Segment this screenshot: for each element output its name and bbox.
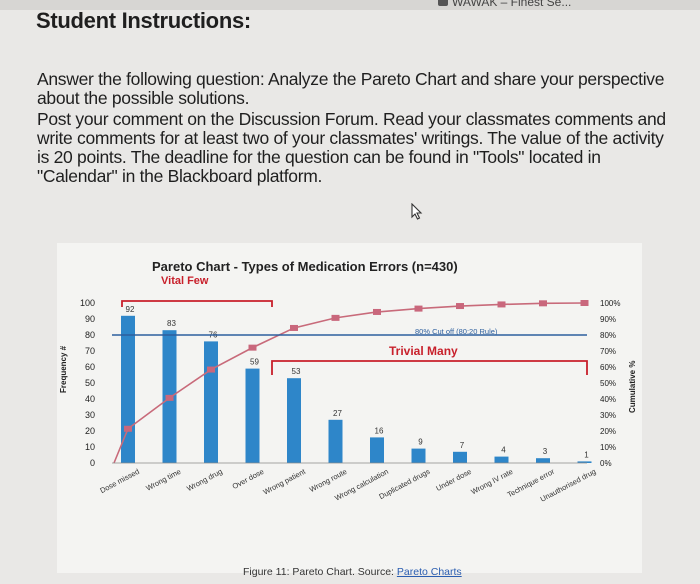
cumulative-marker	[290, 324, 298, 331]
chart-subtitle: Vital Few	[161, 275, 209, 287]
cumulative-marker	[497, 301, 506, 308]
bar-value-label: 53	[292, 367, 301, 376]
bar-value-label: 3	[543, 447, 548, 456]
figure-caption: Figure 11: Pareto Chart. Source: Pareto …	[243, 566, 462, 578]
category-label: Under dose	[434, 467, 472, 493]
bar	[453, 451, 467, 463]
category-label: Wrong time	[144, 467, 182, 493]
bar	[494, 456, 509, 463]
category-label: Dose missed	[98, 467, 141, 495]
bar	[411, 448, 426, 463]
trivial-many-bracket	[271, 360, 588, 375]
bar-value-label: 83	[167, 319, 176, 328]
bar-value-label: 9	[418, 438, 423, 447]
y-axis-label: Frequency #	[59, 345, 68, 393]
y2-tick-label: 60%	[600, 363, 616, 372]
y2-tick-label: 40%	[600, 395, 616, 404]
bar	[204, 341, 218, 463]
y2-tick-label: 100%	[600, 299, 620, 308]
cumulative-marker	[539, 300, 547, 307]
y2-tick-label: 70%	[600, 347, 616, 356]
category-label: Over dose	[231, 467, 266, 491]
y-tick-label: 30	[85, 410, 95, 420]
bar-value-label: 92	[126, 305, 135, 314]
y-tick-label: 80	[85, 330, 95, 340]
bar-value-label: 1	[584, 450, 589, 459]
browser-bar: WAWAK – Finest Se...	[0, 0, 700, 10]
mouse-cursor-icon	[411, 203, 423, 220]
y-tick-label: 40	[85, 394, 95, 404]
cumulative-marker	[207, 366, 215, 373]
cumulative-line	[113, 302, 585, 464]
y-tick-label: 0	[90, 458, 95, 468]
cumulative-marker	[373, 308, 381, 315]
y-tick-label: 10	[85, 442, 95, 452]
y2-tick-label: 80%	[600, 331, 616, 340]
cumulative-marker	[414, 305, 423, 312]
bar	[577, 461, 592, 463]
cumulative-marker	[580, 300, 589, 306]
y2-tick-label: 90%	[600, 315, 616, 324]
bar	[287, 378, 301, 463]
y-tick-label: 70	[85, 346, 95, 356]
bar-value-label: 7	[460, 441, 465, 450]
y-tick-label: 60	[85, 362, 95, 372]
cumulative-marker	[124, 425, 132, 432]
y-tick-label: 90	[85, 314, 95, 324]
bar-value-label: 16	[375, 426, 384, 435]
chart-title: Pareto Chart - Types of Medication Error…	[152, 259, 458, 274]
bar	[370, 437, 384, 463]
y-tick-label: 50	[85, 378, 95, 388]
page-heading: Student Instructions:	[36, 8, 251, 33]
y-tick-label: 20	[85, 426, 95, 436]
caption-text: Figure 11: Pareto Chart. Source:	[243, 566, 397, 578]
bookmark-icon[interactable]	[438, 0, 448, 6]
vital-few-bracket	[121, 300, 273, 307]
cumulative-marker	[331, 314, 340, 321]
category-label: Wrong drug	[185, 467, 224, 493]
bar	[245, 368, 260, 463]
cutoff-label: 80% Cut off (80:20 Rule)	[415, 327, 498, 336]
bar-value-label: 59	[250, 358, 259, 367]
cumulative-marker	[165, 394, 174, 401]
bar-value-label: 27	[333, 409, 342, 418]
y2-tick-label: 50%	[600, 379, 616, 388]
instructions-paragraph: Post your comment on the Discussion Foru…	[37, 109, 666, 186]
y-tick-label: 100	[80, 298, 95, 308]
pareto-chart-figure: Pareto Chart - Types of Medication Error…	[57, 243, 642, 573]
trivial-many-label: Trivial Many	[389, 344, 458, 358]
cumulative-marker	[456, 303, 464, 310]
pareto-chart: Pareto Chart - Types of Medication Error…	[59, 259, 637, 504]
y2-tick-label: 0%	[600, 459, 612, 468]
question-paragraph: Answer the following question: Analyze t…	[37, 69, 665, 108]
cumulative-marker	[248, 344, 257, 351]
pareto-charts-link[interactable]: Pareto Charts	[396, 566, 462, 578]
y2-tick-label: 20%	[600, 427, 616, 436]
y2-tick-label: 30%	[600, 411, 616, 420]
bar	[328, 419, 343, 463]
y2-tick-label: 10%	[600, 443, 616, 452]
category-label: Wrong patient	[262, 466, 308, 496]
y2-axis-label: Cumulative %	[628, 361, 637, 413]
browser-tab-label[interactable]: WAWAK – Finest Se...	[452, 0, 572, 9]
bar	[536, 458, 550, 463]
bar-value-label: 4	[501, 446, 506, 455]
